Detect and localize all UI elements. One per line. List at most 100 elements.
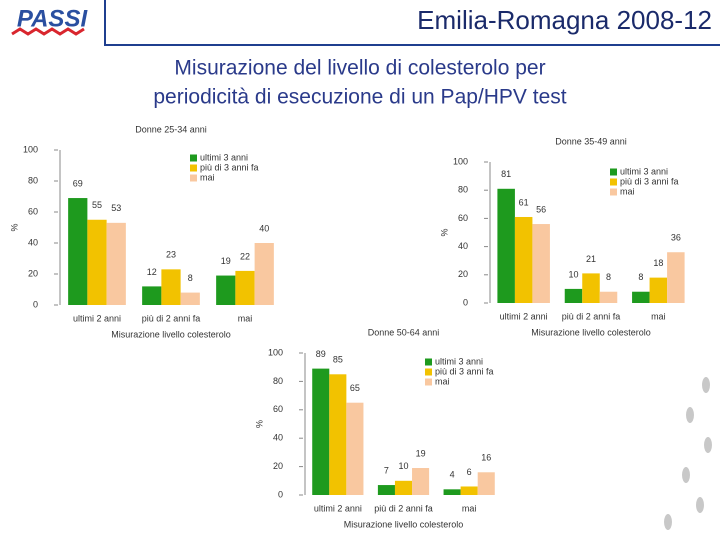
bar: [649, 277, 668, 303]
data-label: 85: [333, 355, 343, 365]
bar: [667, 252, 685, 303]
y-tick-label: 0: [33, 299, 38, 309]
legend-label: ultimi 3 anni: [200, 152, 248, 162]
bar: [216, 275, 236, 305]
legend-swatch: [425, 358, 432, 366]
bar: [312, 368, 330, 495]
data-label: 56: [536, 204, 546, 214]
data-label: 8: [638, 272, 643, 282]
data-label: 12: [147, 267, 157, 277]
legend-swatch: [190, 164, 197, 172]
y-axis-label: %: [254, 420, 264, 428]
x-tick-label: ultimi 2 anni: [314, 503, 362, 513]
bar: [443, 489, 461, 495]
x-tick-label: ultimi 2 anni: [73, 313, 121, 323]
legend-swatch: [610, 178, 617, 186]
x-tick-label: mai: [238, 313, 253, 323]
bar: [161, 269, 181, 305]
data-label: 61: [519, 197, 529, 207]
data-label: 10: [568, 269, 578, 279]
bar: [254, 243, 274, 305]
legend-swatch: [425, 368, 432, 376]
footprint: [704, 437, 712, 453]
x-tick-label: mai: [651, 311, 666, 321]
slide-title: Misurazione del livello di colesterolo p…: [174, 57, 545, 80]
data-label: 10: [398, 461, 408, 471]
footprint: [664, 514, 672, 530]
y-tick-label: 100: [268, 347, 283, 357]
y-tick-label: 100: [23, 144, 38, 154]
legend-swatch: [190, 154, 197, 162]
slide-title: periodicità di esecuzione di un Pap/HPV …: [153, 86, 566, 109]
data-label: 65: [350, 383, 360, 393]
data-label: 69: [73, 178, 83, 188]
data-label: 4: [450, 470, 455, 480]
data-label: 16: [481, 453, 491, 463]
x-tick-label: mai: [462, 503, 477, 513]
data-label: 53: [111, 203, 121, 213]
legend-swatch: [610, 168, 617, 176]
y-tick-label: 0: [278, 489, 283, 499]
chart-title: Donne 25-34 anni: [135, 124, 207, 134]
data-label: 40: [259, 223, 269, 233]
data-label: 36: [671, 233, 681, 243]
footprint: [682, 467, 690, 483]
bar: [142, 286, 162, 305]
data-label: 22: [240, 251, 250, 261]
bar: [377, 485, 395, 495]
bar: [632, 291, 650, 303]
y-tick-label: 20: [28, 268, 38, 278]
data-label: 21: [586, 254, 596, 264]
legend-label: mai: [200, 172, 215, 182]
bar: [497, 188, 515, 303]
x-axis-label: Misurazione livello colesterolo: [111, 329, 231, 339]
legend-label: più di 3 anni fa: [435, 366, 494, 376]
y-tick-label: 80: [28, 175, 38, 185]
data-label: 19: [221, 256, 231, 266]
legend-label: più di 3 anni fa: [620, 176, 679, 186]
bar: [106, 222, 126, 305]
data-label: 23: [166, 250, 176, 260]
data-label: 8: [188, 273, 193, 283]
y-tick-label: 80: [273, 376, 283, 386]
x-axis-label: Misurazione livello colesterolo: [344, 519, 464, 529]
x-tick-label: più di 2 anni fa: [374, 503, 433, 513]
bar: [564, 288, 583, 303]
data-label: 19: [416, 448, 426, 458]
header-band: [0, 0, 720, 46]
legend-label: ultimi 3 anni: [435, 356, 483, 366]
x-axis-label: Misurazione livello colesterolo: [531, 327, 651, 337]
data-label: 7: [384, 465, 389, 475]
bar: [477, 472, 495, 495]
bar: [532, 224, 550, 303]
bar: [599, 291, 618, 303]
chart-title: Donne 50-64 anni: [368, 327, 440, 337]
bar: [346, 402, 364, 495]
data-label: 8: [606, 272, 611, 282]
bar: [68, 198, 88, 305]
y-axis-label: %: [439, 228, 449, 236]
legend-label: ultimi 3 anni: [620, 166, 668, 176]
legend-swatch: [190, 174, 197, 182]
footprint: [696, 497, 704, 513]
y-tick-label: 20: [458, 269, 468, 279]
bar: [394, 480, 413, 495]
y-tick-label: 80: [458, 185, 468, 195]
y-tick-label: 0: [463, 297, 468, 307]
data-label: 55: [92, 200, 102, 210]
y-tick-label: 40: [28, 237, 38, 247]
x-tick-label: più di 2 anni fa: [142, 313, 201, 323]
bar: [514, 216, 533, 303]
y-tick-label: 40: [458, 241, 468, 251]
bar: [412, 468, 430, 495]
y-tick-label: 60: [273, 404, 283, 414]
y-tick-label: 60: [458, 213, 468, 223]
y-tick-label: 20: [273, 461, 283, 471]
y-tick-label: 60: [28, 206, 38, 216]
legend-label: mai: [435, 376, 450, 386]
data-label: 6: [467, 467, 472, 477]
data-label: 81: [501, 169, 511, 179]
legend-label: mai: [620, 186, 635, 196]
